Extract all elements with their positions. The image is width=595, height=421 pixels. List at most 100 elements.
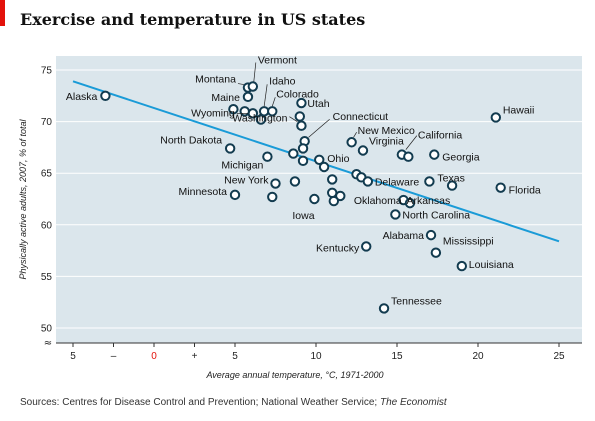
label-leader-line [353, 132, 357, 138]
data-point [267, 191, 278, 203]
data-point-kentucky [361, 241, 372, 252]
data-point-maine [242, 91, 254, 103]
point-label: Connecticut [333, 111, 389, 123]
y-axis-title: Physically active adults, 2007, % of tot… [18, 118, 28, 279]
point-label: Alaska [66, 91, 98, 103]
data-point-north-carolina [390, 209, 401, 220]
point-label: Georgia [442, 152, 480, 164]
y-tick-label: 55 [41, 272, 53, 283]
data-point-ohio [314, 154, 325, 165]
point-label: Tennessee [391, 295, 442, 307]
data-point-washington [296, 120, 307, 131]
point-label: Washington [232, 113, 287, 125]
label-leader-line [237, 83, 245, 85]
x-axis-title: Average annual temperature, °C, 1971-200… [205, 370, 383, 380]
y-tick-label: 70 [41, 117, 53, 128]
point-label: New Mexico [358, 125, 415, 137]
point-label: Ohio [327, 153, 349, 165]
data-point-oklahoma [328, 195, 340, 207]
label-leader-line [253, 62, 257, 82]
point-label: Iowa [292, 210, 314, 222]
point-label: Michigan [221, 160, 263, 172]
data-point [294, 111, 305, 122]
point-label: Alabama [383, 230, 425, 242]
data-point-mississippi [430, 247, 442, 258]
x-tick-label: 5 [232, 351, 238, 362]
x-tick-label: + [192, 351, 198, 362]
data-point [297, 143, 309, 154]
point-label: Vermont [258, 55, 297, 67]
point-label: North Dakota [160, 134, 222, 146]
label-leader-line [308, 118, 330, 138]
data-point-new-york [270, 178, 281, 189]
point-label: Hawaii [503, 104, 535, 116]
x-tick-label: – [111, 351, 117, 362]
title-accent-bar [0, 0, 5, 26]
data-point [327, 174, 338, 185]
source-emphasis: The Economist [380, 397, 447, 408]
data-point-georgia [429, 149, 440, 160]
source-text: Sources: Centres for Disease Control and… [20, 397, 380, 408]
data-point-tennessee [378, 303, 390, 314]
data-point-michigan [262, 151, 273, 162]
point-label: Louisiana [469, 259, 514, 271]
point-label: Arkansas [406, 195, 450, 207]
point-label: Utah [307, 98, 329, 110]
y-tick-label: 50 [41, 324, 53, 335]
label-leader-line [289, 116, 298, 123]
y-tick-label: 75 [41, 66, 53, 77]
point-label: Idaho [269, 75, 295, 87]
data-point-alabama [425, 229, 437, 241]
data-point-delaware [362, 176, 374, 187]
data-point-iowa [309, 193, 320, 205]
point-label: Wyoming [191, 107, 235, 119]
point-label: Texas [437, 172, 464, 184]
point-label: Minnesota [179, 186, 228, 198]
axis-break-symbol: ≈ [44, 338, 52, 349]
point-label: Colorado [276, 88, 319, 100]
data-point [255, 114, 267, 125]
data-point-utah [296, 97, 307, 109]
label-leader-line [405, 135, 418, 150]
data-point [297, 155, 309, 167]
x-tick-label: 15 [391, 351, 403, 362]
data-point [289, 176, 301, 187]
point-label: Mississippi [443, 236, 494, 248]
label-leader-line [271, 97, 276, 107]
x-tick-label: 10 [310, 351, 322, 362]
data-point [446, 180, 458, 191]
point-label: Florida [509, 185, 541, 197]
x-tick-label: 25 [553, 351, 565, 362]
data-point-colorado [267, 106, 278, 117]
data-point [335, 190, 346, 202]
data-point-texas [424, 176, 435, 187]
point-label: Montana [195, 74, 236, 86]
y-tick-label: 65 [41, 169, 53, 180]
label-leader-line [263, 84, 268, 107]
data-point [288, 148, 299, 159]
point-label: North Carolina [402, 209, 470, 221]
data-point-minnesota [229, 189, 241, 201]
data-point-north-dakota [224, 143, 236, 154]
data-point-alaska [100, 90, 111, 102]
x-tick-label: 5 [70, 351, 76, 362]
data-point [404, 197, 416, 209]
data-point [403, 151, 414, 162]
data-point [318, 161, 330, 173]
chart-title: Exercise and temperature in US states [20, 10, 366, 29]
data-point [228, 104, 239, 115]
point-label: Virginia [369, 135, 404, 147]
point-label: Kentucky [316, 242, 360, 254]
data-point-virginia [357, 145, 369, 156]
point-label: Oklahoma [354, 195, 402, 207]
data-point-florida [495, 182, 506, 193]
y-tick-label: 60 [41, 220, 53, 231]
data-point-hawaii [490, 112, 502, 123]
x-tick-label: 20 [472, 351, 484, 362]
data-point-vermont [247, 81, 259, 92]
data-point-new-mexico [346, 137, 357, 148]
x-tick-label: 0 [151, 351, 157, 362]
point-label: California [418, 130, 463, 142]
